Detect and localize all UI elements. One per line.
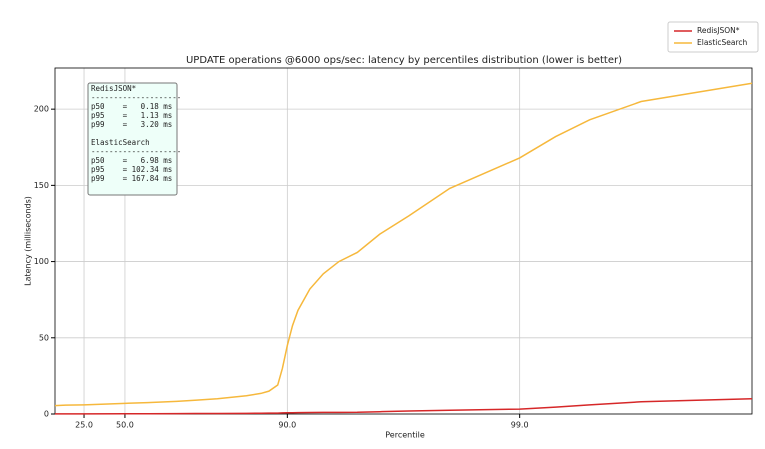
y-tick-label: 50 [39,333,49,342]
x-axis-label: Percentile [385,431,425,440]
y-tick-label: 0 [44,410,49,419]
stats-line: ElasticSearch [91,138,150,147]
legend-label: ElasticSearch [697,38,747,47]
stats-line: p95 = 102.34 ms [91,165,172,174]
stats-box [87,82,178,196]
line-series [54,82,753,407]
x-tick-label: 50.0 [116,421,134,430]
stats-line: p99 = 167.84 ms [91,174,172,183]
stats-line: p50 = 6.98 ms [91,156,172,165]
y-tick-label: 200 [34,105,49,114]
stats-line: p99 = 3.20 ms [91,120,172,129]
plot-frame [54,67,753,415]
x-tick-label: 25.0 [75,421,93,430]
y-tick-label: 100 [34,257,49,266]
y-axis-label: Latency (milliseconds) [24,196,33,286]
stats-line: p50 = 0.18 ms [91,102,172,111]
stats-line: RedisJSON* [91,84,136,93]
y-tick-label: 150 [34,181,49,190]
x-tick-label: 99.0 [511,421,529,430]
chart-title: UPDATE operations @6000 ops/sec: latency… [186,55,622,66]
stats-line: -------------------- [91,93,181,102]
x-tick-label: 90.0 [278,421,296,430]
stats-line: p95 = 1.13 ms [91,111,172,120]
line-series [55,398,753,415]
stats-line: -------------------- [91,147,181,156]
legend-box [667,21,759,53]
legend-label: RedisJSON* [697,26,740,35]
